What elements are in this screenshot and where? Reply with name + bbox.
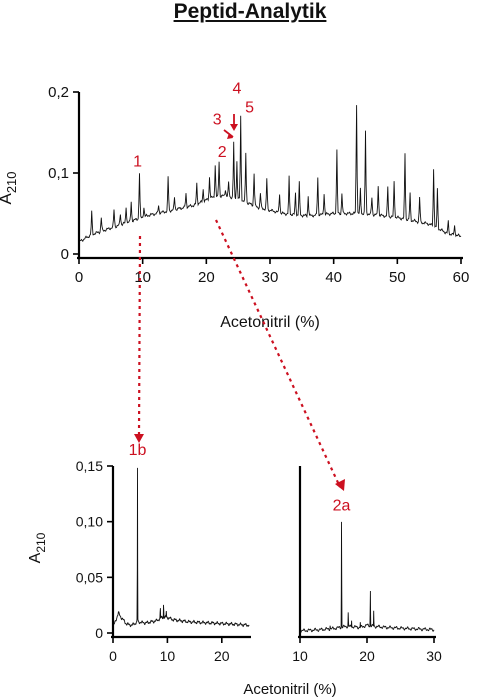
sub1-y-axis-label-subscript: 210 (34, 532, 48, 552)
sub2-x-tick-label: 30 (426, 648, 442, 664)
main-y-tick-label: 0 (61, 246, 69, 263)
page-title: Peptid-Analytik (173, 0, 327, 23)
sub1-chromatogram-trace (112, 467, 250, 628)
sub1-y-axis-label: A210 (27, 532, 48, 563)
main-y-axis-label-subscript: 210 (4, 171, 19, 193)
sub1-y-tick-label: 0,05 (76, 569, 103, 585)
connector-peak-1-to-1b (137, 235, 142, 435)
sub1-x-tick-label: 0 (109, 648, 117, 664)
peak-3-arrow (223, 129, 234, 138)
sub1-peak-label: 1b (129, 442, 147, 459)
main-x-axis-label: Acetonitril (%) (220, 314, 320, 331)
main-peak-label: 1 (133, 154, 142, 171)
sub1-x-tick-label: 20 (214, 648, 230, 664)
connector-peak-1-arrowhead (134, 434, 144, 443)
peak-3-arrowhead (227, 133, 233, 139)
sub2-peak-label: 2a (333, 498, 351, 515)
sub1-y-tick-label: 0 (95, 625, 103, 641)
main-peak-label: 5 (245, 99, 254, 116)
main-x-tick-label: 60 (453, 269, 470, 286)
main-y-tick-label: 0,1 (48, 165, 69, 182)
sub2-x-tick-label: 10 (292, 648, 308, 664)
main-peak-label: 2 (218, 144, 227, 161)
main-y-tick-label: 0,2 (48, 84, 69, 101)
sub2-x-tick-label: 20 (359, 648, 375, 664)
main-x-tick-label: 20 (198, 269, 215, 286)
main-x-tick-label: 0 (75, 269, 83, 286)
peak-4-arrowhead (230, 124, 238, 131)
connector-peak-2-arrowhead (335, 479, 345, 491)
main-y-axis-label-main: A (0, 193, 15, 205)
main-chromatogram-trace (78, 105, 462, 242)
main-y-axis-label: A210 (0, 171, 19, 204)
sub1-y-axis-label-main: A (27, 552, 44, 563)
sub1-x-axis-label: Acetonitril (%) (243, 681, 336, 698)
sub1-y-tick-label: 0,10 (76, 514, 103, 530)
sub2-chromatogram-trace (299, 521, 435, 633)
sub1-y-tick-label: 0,15 (76, 458, 103, 474)
main-x-tick-label: 50 (389, 269, 406, 286)
main-x-tick-label: 40 (325, 269, 342, 286)
main-peak-label: 4 (232, 81, 241, 98)
connector-peak-2-to-2a (215, 219, 341, 488)
main-x-tick-label: 30 (262, 269, 279, 286)
sub1-x-tick-label: 10 (160, 648, 176, 664)
main-peak-label: 3 (213, 111, 222, 128)
main-x-tick-label: 10 (134, 269, 151, 286)
